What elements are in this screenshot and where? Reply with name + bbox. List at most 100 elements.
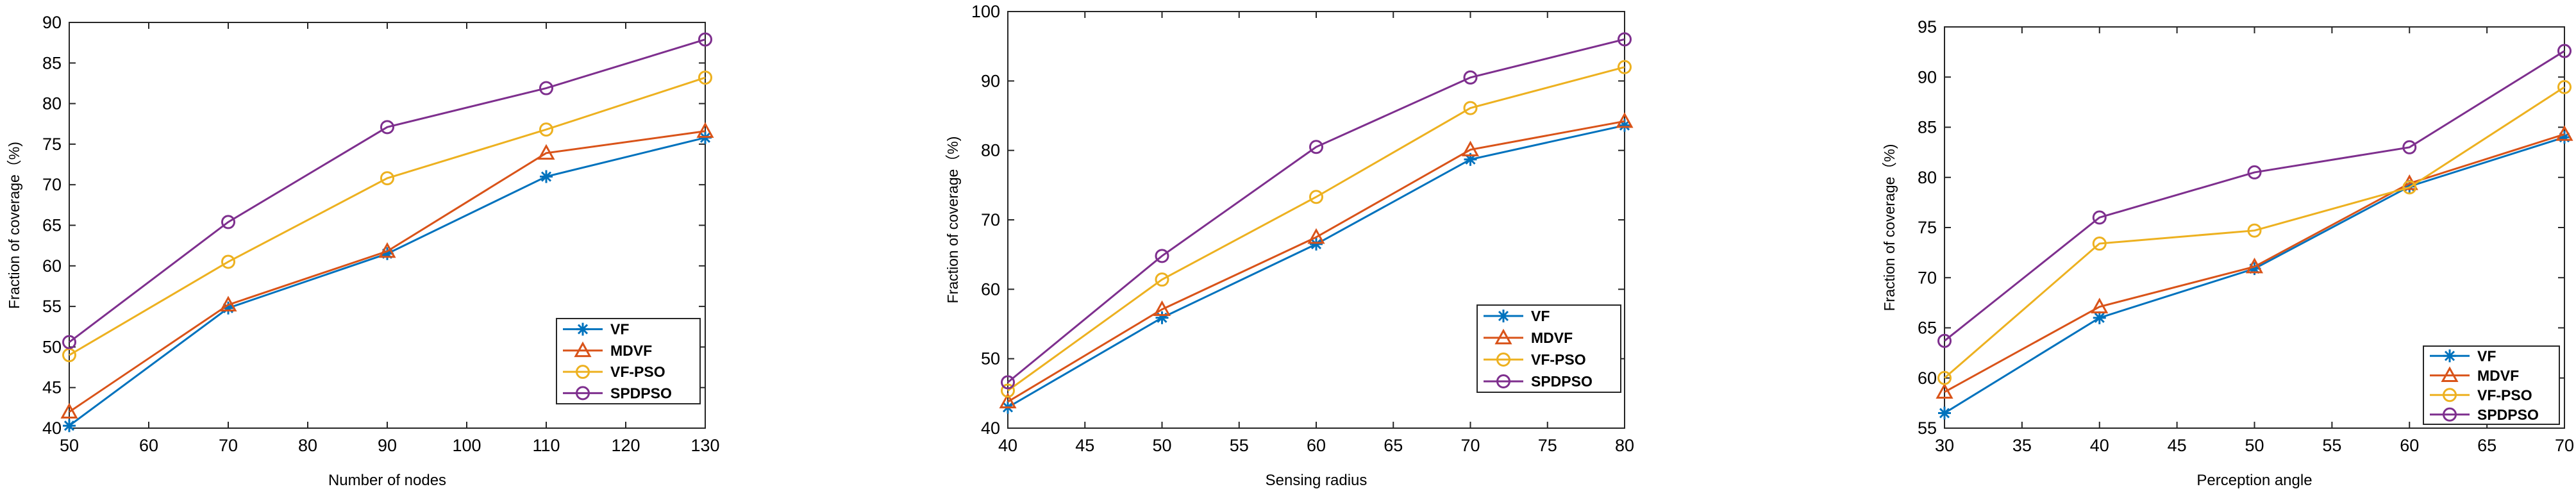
data-point — [1307, 228, 1325, 244]
data-point — [1937, 370, 1952, 385]
x-tick-label: 70 — [219, 436, 238, 455]
legend-marker — [2443, 388, 2457, 403]
data-point — [62, 335, 76, 349]
data-point — [2245, 257, 2264, 274]
x-tick-label: 55 — [2322, 436, 2341, 455]
legend: VF MDVF VF-PSO SPDPSO — [1476, 304, 1621, 393]
legend-marker — [2443, 349, 2456, 363]
legend-marker — [1496, 374, 1510, 388]
legend-label: VF — [610, 321, 629, 338]
y-tick-label: 60 — [42, 256, 62, 276]
y-tick-label: 90 — [1918, 67, 1937, 87]
y-tick-label: 80 — [1918, 168, 1937, 187]
series-mdvf — [999, 112, 1634, 409]
y-tick-label: 70 — [981, 210, 1000, 229]
data-point — [1001, 375, 1015, 390]
y-tick-label: 65 — [42, 216, 62, 235]
series-vf — [1938, 131, 2571, 420]
legend-marker — [2443, 407, 2457, 422]
data-point — [999, 392, 1017, 409]
x-tick-label: 55 — [1230, 436, 1249, 455]
data-point — [1618, 60, 1632, 74]
x-tick-label: 70 — [2555, 436, 2574, 455]
data-point — [2402, 140, 2417, 154]
data-point — [1618, 32, 1632, 47]
y-tick-label: 85 — [42, 53, 62, 72]
x-tick-label: 90 — [378, 436, 397, 455]
data-point — [2555, 125, 2573, 141]
series-vf-pso — [1001, 60, 1632, 398]
x-tick-label: 80 — [298, 436, 317, 455]
data-point — [1616, 112, 1634, 128]
y-tick-label: 90 — [981, 71, 1000, 90]
data-point — [60, 403, 78, 419]
data-point — [381, 247, 394, 260]
data-point — [539, 81, 553, 95]
data-point — [696, 122, 714, 138]
x-tick-label: 50 — [60, 436, 79, 455]
y-tick-label: 55 — [42, 297, 62, 316]
data-point — [539, 122, 553, 137]
legend-label: VF-PSO — [1531, 351, 1586, 368]
legend-marker — [2441, 366, 2459, 383]
x-tick-label: 65 — [1384, 436, 1403, 455]
data-point — [1155, 311, 1169, 324]
data-point — [63, 419, 76, 433]
data-point — [540, 170, 553, 183]
legend-label: MDVF — [610, 342, 652, 359]
x-tick-label: 50 — [2245, 436, 2264, 455]
data-point — [380, 120, 394, 135]
legend-label: VF-PSO — [2477, 386, 2532, 403]
data-point — [2092, 237, 2107, 251]
data-point — [1155, 249, 1169, 263]
x-tick-label: 120 — [611, 436, 640, 455]
data-point — [1936, 383, 1953, 399]
legend-marker — [1494, 328, 1512, 345]
y-tick-label: 45 — [42, 378, 62, 397]
series-line — [1007, 120, 1625, 403]
data-point — [2402, 180, 2417, 195]
x-tick-label: 40 — [2090, 436, 2109, 455]
y-tick-label: 75 — [1918, 218, 1937, 237]
series-line — [69, 76, 706, 356]
x-tick-label: 130 — [690, 436, 719, 455]
series-vf-pso — [62, 71, 712, 363]
data-point — [698, 71, 712, 85]
x-tick-label: 35 — [2012, 436, 2032, 455]
data-point — [1618, 119, 1631, 132]
data-point — [1155, 272, 1169, 287]
y-tick-label: 50 — [42, 337, 62, 356]
data-point — [2247, 165, 2262, 179]
chart-panel-2: 40 45 50 55 60 65 70 75 80 40 50 60 70 80 90 100 Sensing… — [944, 2, 1634, 489]
x-tick-label: 60 — [2400, 436, 2419, 455]
legend-label: SPDPSO — [1531, 373, 1593, 390]
legend-label: SPDPSO — [2477, 406, 2539, 423]
data-point — [219, 295, 237, 311]
x-tick-label: 60 — [1307, 436, 1326, 455]
data-point — [221, 254, 235, 269]
series-line — [1944, 86, 2565, 379]
data-point — [1464, 153, 1477, 166]
data-point — [1937, 333, 1952, 348]
legend: VF MDVF VF-PSO SPDPSO — [556, 318, 701, 404]
legend-marker — [1497, 310, 1510, 322]
y-tick-label: 40 — [42, 419, 62, 438]
y-tick-label: 60 — [981, 279, 1000, 299]
series-mdvf — [60, 122, 714, 419]
x-tick-label: 60 — [139, 436, 158, 455]
legend-label: VF — [1531, 308, 1550, 324]
data-point — [1309, 140, 1323, 154]
data-point — [2093, 311, 2106, 324]
y-tick-label: 50 — [981, 349, 1000, 369]
data-point — [2092, 210, 2107, 225]
y-axis-label: Fraction of coverage（%) — [944, 137, 961, 304]
data-point — [2248, 262, 2261, 276]
x-tick-label: 50 — [1152, 436, 1171, 455]
y-tick-label: 65 — [1918, 319, 1937, 338]
y-tick-label: 70 — [42, 175, 62, 194]
y-tick-label: 80 — [42, 94, 62, 113]
series-vf-pso — [1937, 79, 2572, 385]
x-axis-label: Sensing radius — [1266, 472, 1367, 489]
data-point — [2557, 79, 2572, 94]
